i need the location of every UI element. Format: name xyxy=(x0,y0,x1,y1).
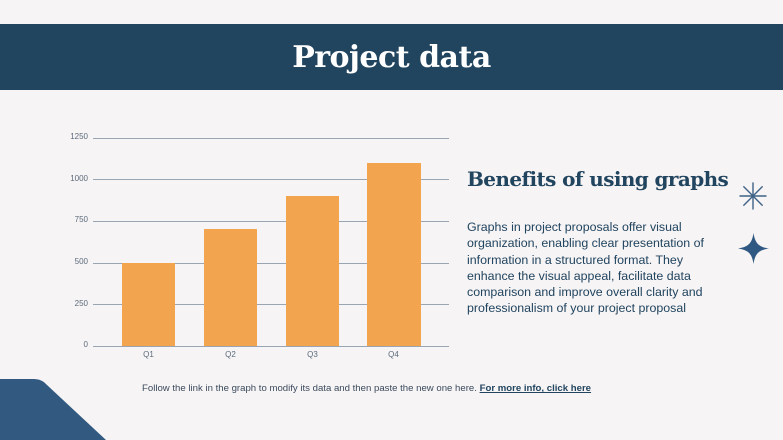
y-tick: 1000 xyxy=(70,174,88,183)
y-tick: 500 xyxy=(74,257,88,266)
bar-chart[interactable]: 1250 1000 750 500 250 0 Q1 Q2 Q3 Q4 xyxy=(60,125,460,365)
x-tick: Q3 xyxy=(307,350,318,359)
gridline-0 xyxy=(93,345,449,347)
y-tick: 750 xyxy=(74,215,88,224)
gridline-250 xyxy=(93,304,449,306)
bar-q3[interactable] xyxy=(286,196,339,346)
bar-q2[interactable] xyxy=(204,229,257,346)
four-point-star-icon xyxy=(738,233,769,264)
asterisk-star-icon xyxy=(739,182,767,210)
section-body: Graphs in project proposals offer visual… xyxy=(467,220,704,316)
y-tick: 1250 xyxy=(70,132,88,141)
x-tick: Q1 xyxy=(143,350,154,359)
gridline-1000 xyxy=(93,179,449,181)
footer-note: Follow the link in the graph to modify i… xyxy=(142,383,591,394)
header-band: Project data xyxy=(0,24,783,90)
x-tick: Q2 xyxy=(225,350,236,359)
bar-q4[interactable] xyxy=(367,162,421,346)
bar-q1[interactable] xyxy=(122,262,175,346)
y-tick: 0 xyxy=(83,340,88,349)
y-tick: 250 xyxy=(74,299,88,308)
corner-decoration xyxy=(0,379,106,440)
gridline-750 xyxy=(93,220,449,222)
more-info-link[interactable]: For more info, click here xyxy=(479,383,592,394)
page-title: Project data xyxy=(292,39,491,75)
footer-text: Follow the link in the graph to modify i… xyxy=(142,383,480,394)
gridline-1250 xyxy=(93,137,449,139)
x-tick: Q4 xyxy=(388,350,399,359)
section-heading: Benefits of using graphs xyxy=(467,167,729,191)
gridline-500 xyxy=(93,262,449,264)
